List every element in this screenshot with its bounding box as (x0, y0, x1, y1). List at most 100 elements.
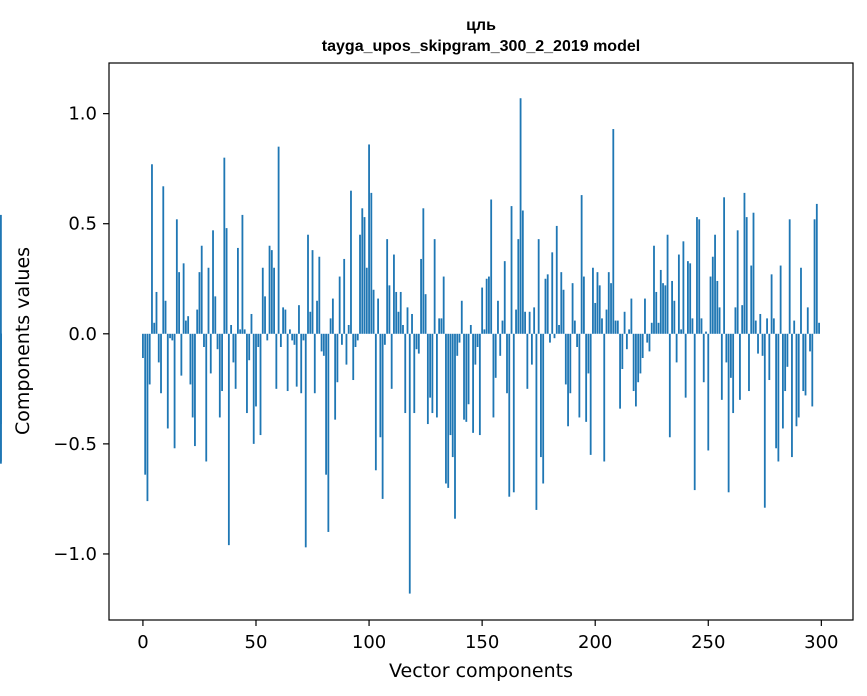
bar-component-151 (483, 329, 486, 334)
bar-component-32 (214, 296, 217, 334)
bar-component-211 (619, 333, 621, 409)
bar-component-208 (612, 129, 615, 334)
bar-component-122 (417, 333, 420, 354)
bar-component-290 (797, 333, 800, 418)
bar-component-177 (542, 333, 545, 484)
bar-component-96 (359, 234, 361, 334)
bar-component-8 (160, 333, 162, 394)
bar-component-167 (519, 98, 522, 334)
bar-component-97 (361, 208, 364, 334)
bar-component-45 (243, 329, 246, 334)
y-axis: −1.0 −0.5 0.0 0.5 1.0 (53, 104, 109, 565)
bar-component-137 (451, 333, 454, 458)
bar-component-79 (320, 333, 323, 352)
bar-component-292 (802, 333, 805, 392)
x-tick-label: 0 (137, 632, 148, 653)
bar-component-273 (759, 313, 762, 334)
bar-component-21 (189, 333, 192, 385)
bar-component-91 (347, 324, 350, 334)
bar-component-252 (711, 256, 714, 334)
bar-component-219 (637, 333, 640, 383)
bar-component-297 (813, 219, 816, 334)
bar-component-223 (646, 333, 649, 343)
bar-component-216 (630, 298, 633, 334)
bar-component-191 (573, 320, 576, 334)
bar-component-209 (614, 320, 617, 334)
bar-component-62 (282, 307, 285, 334)
x-tick-label: 100 (352, 632, 386, 653)
bar-component-58 (273, 267, 275, 334)
bar-component-146 (472, 333, 474, 433)
bar-component-168 (521, 210, 524, 334)
bar-component-74 (309, 311, 312, 334)
bar-component-266 (743, 192, 746, 334)
bar-component-163 (510, 206, 513, 334)
bar-component-264 (739, 333, 741, 400)
bar-component-272 (757, 333, 759, 354)
bar-component-214 (625, 333, 628, 350)
bar-component-0 (142, 333, 144, 359)
bar-component-196 (585, 333, 588, 422)
bar-component-230 (662, 283, 664, 334)
bar-component-213 (623, 311, 626, 334)
bar-component-113 (397, 311, 400, 334)
bar-component-14 (173, 333, 176, 449)
bar-component-105 (379, 333, 382, 438)
bar-component-53 (261, 267, 264, 334)
bar-component-277 (768, 333, 771, 381)
bar-component-259 (727, 333, 730, 493)
bar-component-68 (295, 333, 298, 387)
bar-component-186 (562, 289, 565, 334)
bar-component-169 (524, 311, 526, 334)
bar-component-82 (327, 333, 330, 532)
bar-component-128 (431, 333, 434, 414)
bar-component-271 (754, 320, 757, 334)
bar-component-52 (259, 333, 262, 436)
bar-component-11 (166, 333, 169, 429)
bar-component-92 (350, 190, 352, 334)
bar-component-159 (501, 320, 504, 334)
bar-component-100 (368, 144, 370, 334)
bar-component-39 (230, 324, 233, 334)
bar-component-6 (155, 291, 158, 334)
bar-component-180 (549, 333, 551, 343)
bar-component-149 (478, 333, 481, 436)
bar-component-135 (447, 333, 450, 488)
bar-component-76 (313, 333, 316, 394)
bar-component-207 (610, 283, 612, 334)
bar-component-23 (194, 333, 196, 447)
bar-component-225 (650, 322, 653, 334)
bar-component-232 (666, 234, 669, 334)
bar-component-16 (178, 272, 181, 334)
bar-component-57 (270, 250, 273, 334)
bar-component-244 (693, 333, 696, 491)
bar-component-148 (476, 333, 479, 347)
bar-component-123 (420, 258, 422, 334)
bar-component-170 (526, 333, 529, 389)
bar-component-19 (184, 320, 187, 334)
bar-component-293 (804, 333, 807, 396)
bar-component-140 (458, 333, 461, 343)
bar-component-249 (705, 331, 707, 334)
bar-component-131 (438, 318, 441, 334)
bar-component-13 (171, 333, 174, 341)
bar-component-9 (162, 186, 165, 334)
bar-component-203 (601, 318, 603, 334)
bar-component-267 (745, 217, 748, 334)
bar-component-296 (811, 333, 814, 407)
bar-component-185 (560, 272, 563, 334)
bar-component-178 (544, 278, 547, 334)
bar-component-192 (576, 333, 579, 347)
bar-component-220 (639, 333, 642, 374)
bar-component-10 (164, 300, 167, 334)
bar-component-7 (157, 333, 160, 363)
bar-component-215 (628, 329, 631, 334)
bar-component-155 (492, 333, 495, 418)
bar-component-274 (761, 333, 764, 356)
bar-component-65 (289, 329, 291, 334)
bar-component-210 (616, 320, 619, 334)
bar-component-42 (237, 247, 239, 334)
bar-component-134 (445, 333, 447, 484)
bar-component-64 (286, 333, 289, 392)
